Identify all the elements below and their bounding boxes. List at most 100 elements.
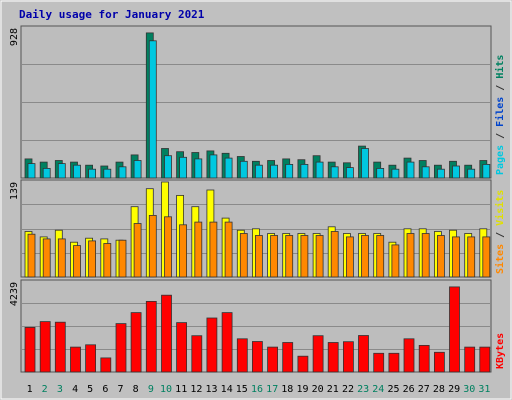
hits-bar-files	[164, 155, 172, 179]
x-tick-label: 4	[72, 384, 78, 395]
hits-bar-files	[345, 167, 354, 179]
hits-bar-files	[452, 165, 460, 179]
kbytes-bar-kbytes	[85, 344, 96, 373]
kbytes-bar-kbytes	[70, 346, 81, 373]
visits-bar-sites	[148, 214, 157, 278]
visits-bar-sites	[118, 239, 127, 278]
hits-bar-files	[254, 164, 263, 179]
kbytes-bar-kbytes	[267, 346, 279, 373]
hits-bar-files	[406, 161, 415, 179]
hits-legend: Pages / Files / Hits	[494, 55, 506, 175]
hits-ymax-label: 928	[9, 28, 20, 46]
x-tick-label: 6	[102, 384, 108, 395]
kbytes-bar-kbytes	[100, 357, 112, 373]
legend-entry: /	[495, 127, 506, 145]
kbytes-bar-kbytes	[130, 312, 142, 373]
x-tick-label: 10	[160, 384, 172, 395]
hits-bar-files	[27, 163, 36, 179]
kbytes-bar-kbytes	[342, 341, 354, 373]
visits-bar-sites	[27, 233, 36, 278]
kbytes-bar-kbytes	[221, 312, 233, 373]
hits-bar-files	[330, 166, 339, 179]
kbytes-bar-kbytes	[327, 342, 339, 373]
kbytes-bar-kbytes	[373, 352, 385, 373]
visits-bar-sites	[42, 238, 51, 278]
x-tick-label: 29	[448, 384, 460, 395]
hits-bar-files	[103, 168, 112, 179]
visits-legend: Sites / Visits	[494, 190, 506, 274]
x-tick-label: 16	[251, 384, 263, 395]
visits-bar-sites	[361, 235, 369, 278]
hits-bar-files	[361, 148, 369, 179]
visits-bar-sites	[194, 221, 203, 278]
hits-bar-files	[194, 158, 203, 179]
hits-bar-files	[57, 163, 66, 179]
kbytes-bar-kbytes	[236, 338, 248, 373]
kbytes-bar-kbytes	[433, 351, 445, 373]
hits-bar-files	[376, 167, 385, 179]
kbytes-legend: KBytes	[495, 333, 506, 369]
kbytes-bar-kbytes	[418, 344, 430, 373]
visits-bar-sites	[164, 216, 172, 278]
kbytes-bar-kbytes	[39, 321, 51, 373]
kbytes-bar-kbytes	[251, 341, 263, 373]
kbytes-bar-kbytes	[206, 317, 218, 373]
chart-panels: 928 Pages / Files / Hits 139 Sites / Visits…	[9, 25, 506, 373]
x-tick-label: 22	[342, 384, 354, 395]
kbytes-bar-kbytes	[24, 326, 36, 373]
x-tick-label: 23	[357, 384, 369, 395]
kbytes-bar-kbytes	[115, 323, 127, 373]
visits-bar-sites	[467, 236, 476, 278]
visits-bar-sites	[239, 233, 248, 278]
legend-entry: Visits	[494, 190, 506, 226]
hits-bar-files	[421, 166, 430, 179]
legend-entry: Hits	[494, 55, 506, 79]
x-tick-label: 11	[175, 384, 187, 395]
kbytes-ymax-label: 4239	[9, 282, 20, 306]
kbytes-bar-kbytes	[464, 346, 476, 373]
x-tick-label: 18	[281, 384, 293, 395]
x-tick-label: 21	[327, 384, 339, 395]
x-tick-label: 17	[266, 384, 278, 395]
kbytes-bar-kbytes	[358, 335, 369, 373]
kbytes-bar-kbytes	[388, 352, 400, 373]
visits-bar-sites	[436, 235, 445, 278]
visits-bar-sites	[224, 221, 233, 278]
kbytes-bar-kbytes	[282, 342, 294, 373]
x-tick-label: 27	[418, 384, 430, 395]
kbytes-bar-kbytes	[403, 338, 415, 373]
visits-bar-sites	[179, 224, 188, 278]
x-tick-label: 13	[205, 384, 217, 395]
visits-bar-sites	[315, 235, 324, 278]
kbytes-bar-kbytes	[161, 294, 172, 373]
x-tick-label: 28	[433, 384, 445, 395]
legend-entry: /	[495, 79, 506, 97]
panel-kbytes: 4239 KBytes	[9, 279, 506, 373]
hits-bar-files	[285, 163, 294, 179]
hits-bar-files	[224, 157, 233, 179]
kbytes-bar-kbytes	[312, 335, 324, 373]
visits-bar-sites	[482, 236, 491, 278]
x-tick-label: 25	[387, 384, 399, 395]
hits-bar-files	[270, 164, 279, 179]
x-tick-label: 24	[372, 384, 384, 395]
visits-bar-sites	[103, 243, 112, 278]
visits-ymax-label: 139	[9, 182, 20, 200]
legend-entry: Pages	[495, 145, 506, 175]
hits-bar-files	[73, 164, 81, 179]
kbytes-bar-kbytes	[176, 322, 188, 373]
visits-bar-sites	[421, 233, 430, 278]
x-tick-label: 7	[117, 384, 123, 395]
visits-bar-sites	[88, 240, 96, 278]
visits-bar-sites	[133, 223, 142, 278]
x-tick-label: 30	[463, 384, 475, 395]
hits-bar-files	[391, 168, 400, 179]
hits-bar-files	[133, 160, 142, 179]
hits-bar-files	[209, 154, 218, 179]
x-tick-label: 19	[296, 384, 308, 395]
hits-bar-files	[436, 168, 445, 179]
legend-entry: KBytes	[495, 333, 506, 369]
x-tick-label: 9	[148, 384, 154, 395]
